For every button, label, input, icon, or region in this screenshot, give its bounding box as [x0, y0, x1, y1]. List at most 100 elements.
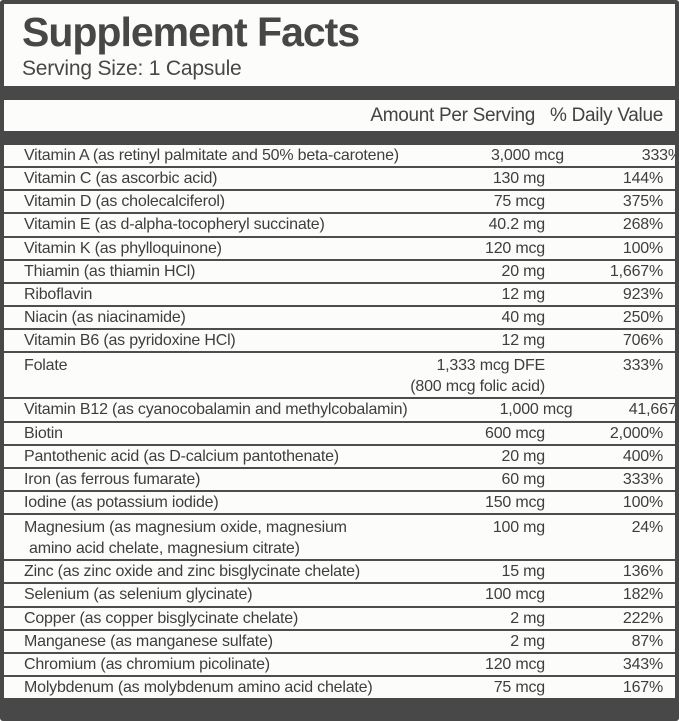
nutrient-daily-value-text: 400% [622, 447, 663, 465]
nutrient-name-text: Selenium (as selenium glycinate) [24, 586, 253, 604]
nutrient-daily-value: 144% [545, 168, 663, 189]
table-row: Zinc (as zinc oxide and zinc bisglycinat… [4, 559, 675, 582]
nutrient-name-text: Vitamin D (as cholecalciferol) [24, 193, 225, 211]
nutrient-daily-value: 41,667% [573, 399, 677, 420]
nutrient-name: Vitamin K (as phylloquinone) [24, 238, 380, 259]
nutrient-name-text: Vitamin K (as phylloquinone) [24, 239, 222, 257]
table-row: Vitamin D (as cholecalciferol) 75 mcg 375% [4, 189, 675, 212]
nutrient-name: Iodine (as potassium iodide) [24, 492, 380, 513]
nutrient-amount: 130 mg [380, 168, 545, 189]
table-row: Niacin (as niacinamide) 40 mg 250% [4, 304, 675, 328]
table-row: Biotin 600 mcg 2,000% [4, 420, 675, 444]
nutrient-name: Niacin (as niacinamide) [24, 307, 380, 328]
nutrient-daily-value-text: 182% [622, 586, 663, 604]
nutrient-name-text: Biotin [24, 424, 63, 442]
nutrient-amount: 20 mg [380, 446, 546, 467]
nutrient-daily-value-text: 333% [622, 470, 663, 488]
nutrient-amount: 75 mcg [380, 191, 545, 212]
nutrient-amount: 1,333 mcg DFE (800 mcg folic acid) [380, 355, 545, 397]
nutrient-name-text-line2: amino acid chelate, magnesium citrate) [29, 540, 300, 558]
nutrient-daily-value: 167% [545, 677, 663, 698]
nutrient-amount-text: 20 mg [501, 447, 546, 465]
nutrient-daily-value-text: 268% [622, 216, 663, 234]
nutrient-amount: 12 mg [380, 330, 546, 351]
table-row: Selenium (as selenium glycinate) 100 mcg 1… [4, 582, 675, 605]
nutrient-name: Molybdenum (as molybdenum amino acid che… [24, 677, 380, 698]
nutrient-name: Folate [24, 355, 380, 376]
nutrient-amount-text: 100 mcg [485, 586, 545, 604]
nutrient-amount: 60 mg [380, 469, 546, 490]
nutrient-amount: 40 mg [380, 307, 546, 328]
nutrient-amount-text: 120 mcg [485, 239, 545, 257]
nutrient-daily-value-text: 87% [631, 632, 664, 650]
nutrient-daily-value-text: 100% [622, 493, 663, 511]
nutrient-daily-value-text: 100% [622, 239, 663, 257]
nutrient-amount: 3,000 mcg [399, 145, 564, 166]
nutrient-name-text: Vitamin E (as d-alpha-tocopheryl succina… [24, 216, 325, 234]
nutrient-amount: 120 mcg [380, 238, 545, 259]
nutrient-daily-value-text: 706% [622, 332, 663, 350]
nutrient-name-text: Riboflavin [24, 285, 93, 303]
nutrient-name-text: Vitamin B6 (as pyridoxine HCl) [24, 332, 236, 350]
nutrient-name-text: Magnesium (as magnesium oxide, magnesium [24, 519, 347, 537]
nutrient-amount: 15 mg [380, 561, 546, 582]
nutrient-amount-text: 120 mcg [485, 655, 545, 673]
table-row: Folate 1,333 mcg DFE (800 mcg folic acid) 3… [4, 351, 675, 397]
nutrient-daily-value: 706% [545, 330, 663, 351]
table-row: Vitamin C (as ascorbic acid) 130 mg 144% [4, 166, 675, 189]
nutrient-name: Vitamin E (as d-alpha-tocopheryl succina… [24, 214, 380, 235]
table-row: Iron (as ferrous fumarate) 60 mg 333% [4, 466, 675, 490]
nutrient-name: Zinc (as zinc oxide and zinc bisglycinat… [24, 561, 380, 582]
nutrient-name-text: Iron (as ferrous fumarate) [24, 470, 201, 488]
nutrient-name: Chromium (as chromium picolinate) [24, 654, 380, 675]
nutrient-name: Vitamin B6 (as pyridoxine HCl) [24, 330, 380, 351]
nutrient-daily-value: 24% [545, 517, 664, 538]
nutrient-daily-value: 333% [564, 145, 679, 166]
nutrient-daily-value: 2,000% [545, 423, 663, 444]
nutrient-amount: 150 mcg [380, 492, 545, 513]
nutrient-daily-value-text: 333% [641, 147, 679, 165]
nutrient-name: Vitamin A (as retinyl palmitate and 50% … [24, 145, 399, 166]
nutrient-daily-value-text: 136% [622, 563, 663, 581]
divider-bar-top [4, 86, 675, 101]
nutrient-amount: 100 mcg [380, 584, 545, 605]
nutrient-daily-value-text: 2,000% [609, 424, 663, 442]
title-block: Supplement Facts Serving Size: 1 Capsule [4, 4, 675, 86]
nutrient-amount-text: 150 mcg [485, 493, 545, 511]
nutrient-amount: 1,000 mcg [408, 399, 573, 420]
nutrient-amount: 20 mg [380, 261, 546, 282]
nutrient-amount-text: 2 mg [510, 632, 545, 650]
nutrient-daily-value-text: 41,667% [628, 401, 677, 419]
nutrient-daily-value: 222% [545, 608, 663, 629]
nutrient-name-text: Molybdenum (as molybdenum amino acid che… [24, 678, 373, 696]
nutrient-daily-value: 333% [545, 469, 663, 490]
nutrient-daily-value: 100% [545, 238, 663, 259]
nutrient-amount: 75 mcg [380, 677, 545, 698]
nutrient-daily-value: 923% [545, 284, 663, 305]
nutrient-amount-text: 40.2 mg [488, 216, 546, 234]
divider-bar-header [4, 131, 675, 146]
table-row: Vitamin B6 (as pyridoxine HCl) 12 mg 706% [4, 328, 675, 351]
nutrient-name-text: Copper (as copper bisglycinate chelate) [24, 609, 299, 627]
nutrient-amount: 40.2 mg [380, 214, 546, 235]
page-title: Supplement Facts [22, 9, 360, 55]
nutrient-amount-text: 3,000 mcg [490, 147, 564, 165]
nutrient-daily-value-text: 375% [622, 193, 663, 211]
table-row: Magnesium (as magnesium oxide, magnesium… [4, 513, 675, 559]
nutrient-amount: 100 mg [380, 517, 545, 538]
nutrient-daily-value-text: 333% [622, 357, 663, 375]
nutrient-daily-value-text: 923% [622, 285, 663, 303]
nutrient-daily-value-text: 343% [622, 655, 663, 673]
nutrient-amount-text: 75 mcg [493, 193, 545, 211]
nutrient-name: Magnesium (as magnesium oxide, magnesium… [24, 517, 380, 559]
nutrient-name: Copper (as copper bisglycinate chelate) [24, 608, 380, 629]
nutrient-daily-value: 182% [545, 584, 663, 605]
nutrient-daily-value: 87% [545, 631, 664, 652]
nutrient-daily-value-text: 250% [622, 308, 663, 326]
nutrient-name-text: Vitamin B12 (as cyanocobalamin and methy… [24, 401, 408, 419]
nutrient-amount: 600 mcg [380, 423, 545, 444]
column-headers: Amount Per Serving % Daily Value [4, 100, 675, 131]
nutrient-amount-text: 40 mg [501, 308, 546, 326]
bottom-bar [4, 698, 675, 721]
nutrient-amount-text: 100 mg [492, 519, 545, 537]
